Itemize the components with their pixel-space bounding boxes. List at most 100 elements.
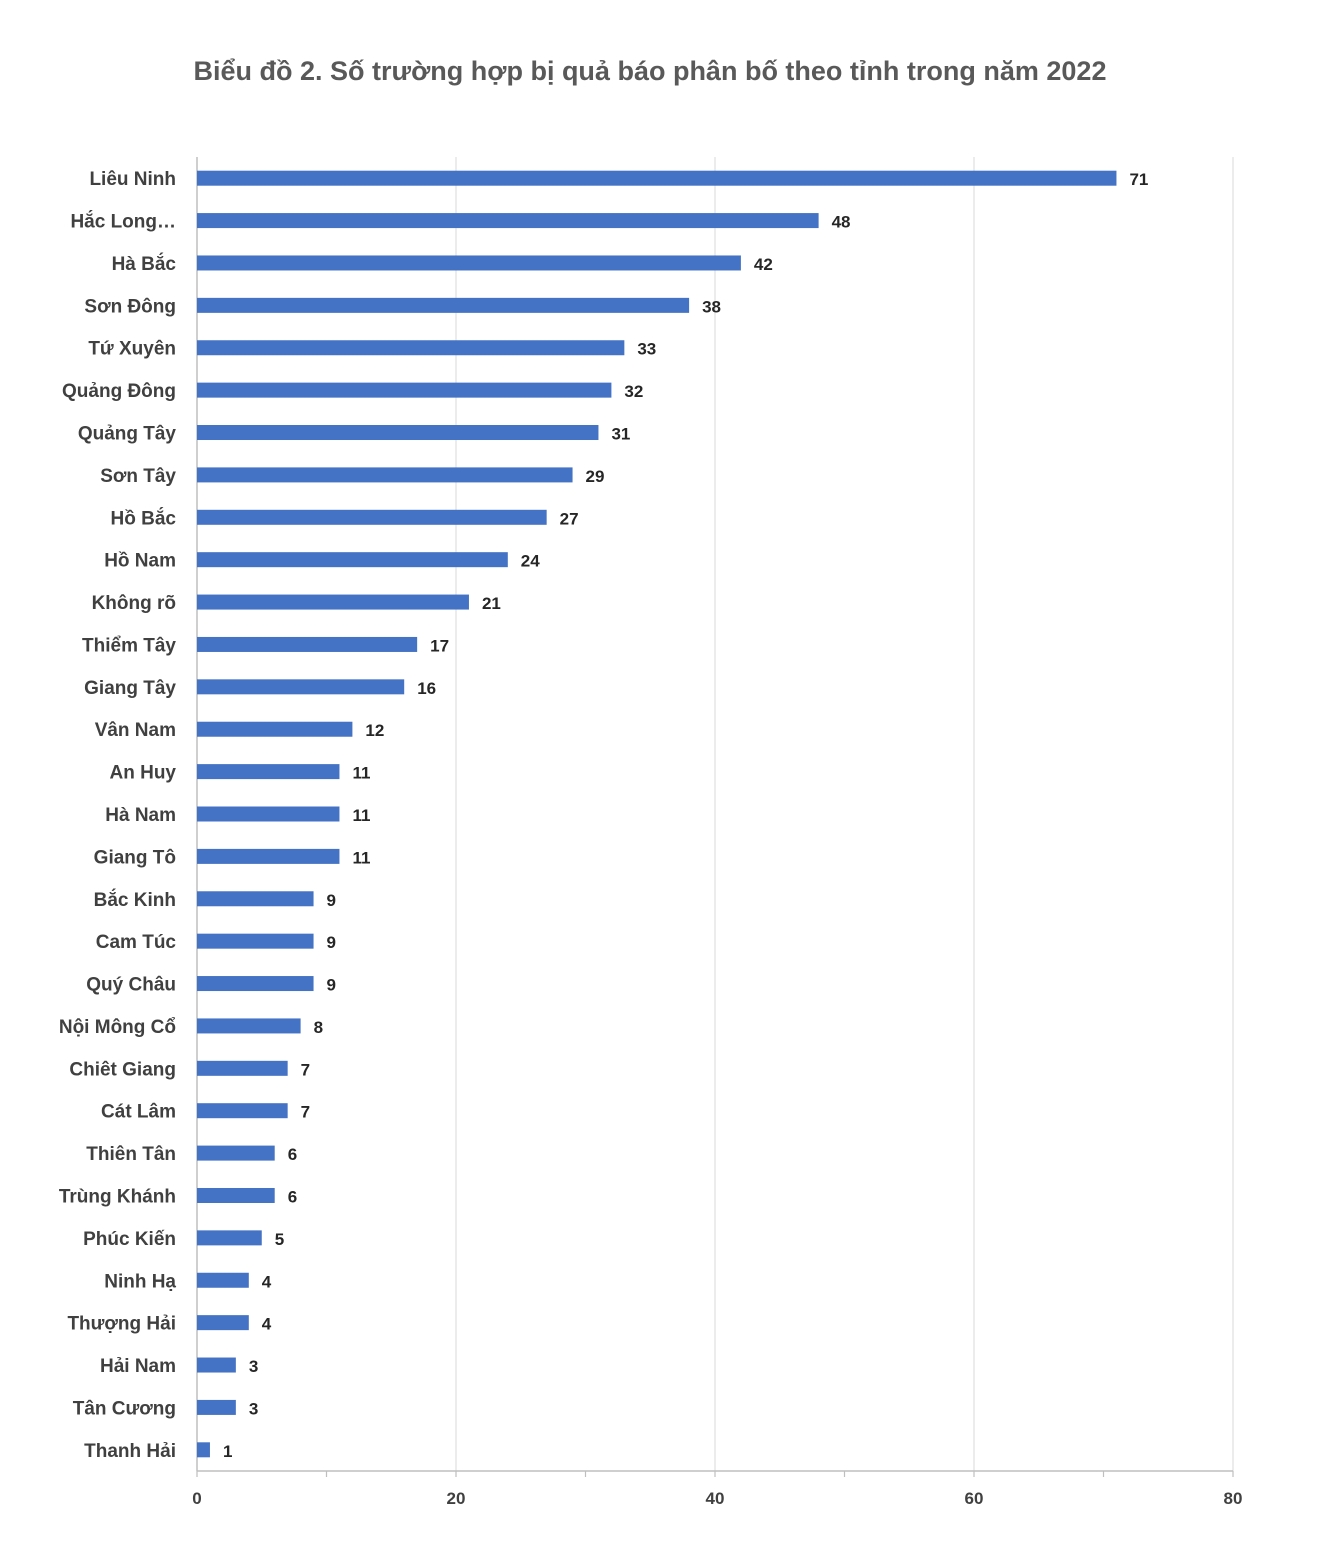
data-label: 71 <box>1129 170 1148 189</box>
category-label: An Huy <box>110 763 177 784</box>
category-label: Quảng Đông <box>62 381 176 402</box>
category-label: Phúc Kiến <box>83 1229 176 1250</box>
bar <box>197 1399 236 1415</box>
bar <box>197 1145 275 1161</box>
x-tick-label: 20 <box>447 1489 466 1508</box>
data-label: 1 <box>223 1442 232 1461</box>
bar <box>197 213 819 229</box>
bar <box>197 340 625 356</box>
data-label: 29 <box>586 467 605 486</box>
category-label: Giang Tây <box>84 678 176 699</box>
bar <box>197 1187 275 1203</box>
category-label: Quảng Tây <box>78 424 177 445</box>
category-label: Thượng Hải <box>67 1314 176 1335</box>
bar <box>197 848 340 864</box>
data-label: 3 <box>249 1357 258 1376</box>
category-label: Chiêt Giang <box>69 1059 176 1080</box>
category-label: Nội Mông Cổ <box>59 1017 176 1038</box>
data-label: 17 <box>430 636 449 655</box>
data-label: 32 <box>624 382 643 401</box>
category-label: Vân Nam <box>95 720 176 741</box>
bar <box>197 721 353 737</box>
bar <box>197 976 314 992</box>
bar <box>197 170 1117 186</box>
data-label: 5 <box>275 1230 284 1249</box>
data-label: 6 <box>288 1187 297 1206</box>
bar <box>197 764 340 780</box>
category-label: Sơn Đông <box>84 296 176 317</box>
data-label: 9 <box>327 933 336 952</box>
category-label: Tân Cương <box>73 1398 176 1419</box>
data-label: 7 <box>301 1103 310 1122</box>
category-label: Hà Nam <box>105 805 176 826</box>
category-label: Hải Nam <box>100 1356 176 1377</box>
x-tick-label: 60 <box>965 1489 984 1508</box>
category-label: Giang Tô <box>94 847 176 868</box>
category-label: Bắc Kinh <box>94 889 176 911</box>
bar <box>197 382 612 398</box>
bar <box>197 552 508 568</box>
category-label: Liêu Ninh <box>89 169 176 190</box>
category-label: Hắc Long… <box>70 211 176 233</box>
data-label: 16 <box>417 679 436 698</box>
bar <box>197 1315 249 1331</box>
data-label: 48 <box>832 213 851 232</box>
category-label: Hồ Bắc <box>111 507 177 529</box>
data-label: 9 <box>327 891 336 910</box>
data-label: 12 <box>365 721 384 740</box>
data-label: 31 <box>611 425 630 444</box>
data-label: 4 <box>262 1272 272 1291</box>
category-label: Hà Bắc <box>112 253 177 275</box>
bar <box>197 467 573 483</box>
data-label: 6 <box>288 1145 297 1164</box>
data-label: 7 <box>301 1060 310 1079</box>
category-label: Quý Châu <box>86 975 176 996</box>
bar <box>197 679 405 695</box>
bar <box>197 509 547 525</box>
data-label: 21 <box>482 594 501 613</box>
x-tick-label: 0 <box>192 1489 201 1508</box>
category-label: Trùng Khánh <box>59 1186 176 1207</box>
data-label: 11 <box>352 764 370 783</box>
data-label: 9 <box>327 976 336 995</box>
bar <box>197 255 741 271</box>
bar <box>197 933 314 949</box>
data-label: 33 <box>637 340 656 359</box>
bar <box>197 891 314 907</box>
x-tick-label: 40 <box>706 1489 725 1508</box>
category-label: Không rõ <box>92 593 176 614</box>
category-label: Sơn Tây <box>100 466 176 487</box>
bar <box>197 1230 262 1246</box>
bar <box>197 1060 288 1076</box>
category-label: Cam Túc <box>96 932 177 953</box>
category-label: Cát Lâm <box>101 1102 176 1123</box>
data-label: 8 <box>314 1018 323 1037</box>
category-label: Thanh Hải <box>84 1441 176 1462</box>
data-label: 24 <box>521 552 540 571</box>
x-tick-label: 80 <box>1224 1489 1243 1508</box>
data-label: 27 <box>560 509 579 528</box>
bar <box>197 425 599 441</box>
bar <box>197 1018 301 1034</box>
category-label: Tứ Xuyên <box>88 339 176 360</box>
data-label: 4 <box>262 1315 272 1334</box>
bar <box>197 806 340 822</box>
bar <box>197 1272 249 1288</box>
data-label: 11 <box>352 848 370 867</box>
category-label: Thiên Tân <box>86 1144 176 1165</box>
bar <box>197 636 418 652</box>
data-label: 11 <box>352 806 370 825</box>
bar <box>197 594 469 610</box>
bar <box>197 1103 288 1119</box>
bar <box>197 297 690 313</box>
bar <box>197 1357 236 1373</box>
category-label: Ninh Hạ <box>104 1271 176 1292</box>
data-label: 38 <box>702 297 721 316</box>
category-label: Thiểm Tây <box>82 635 176 656</box>
data-label: 42 <box>754 255 773 274</box>
chart-title: Biểu đồ 2. Số trường hợp bị quả báo phân… <box>193 56 1107 86</box>
data-label: 3 <box>249 1399 258 1418</box>
category-label: Hồ Nam <box>104 551 176 572</box>
bar <box>197 1442 210 1458</box>
